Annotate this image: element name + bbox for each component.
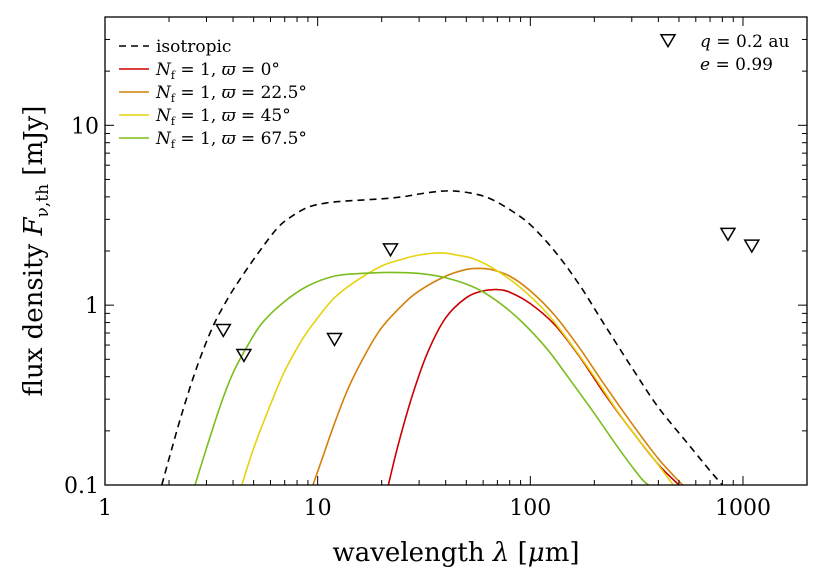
y-axis-label: flux density Fν,th [mJy] <box>19 106 53 397</box>
annotation-marker <box>659 34 677 49</box>
series-curves <box>161 190 723 485</box>
annotation-line-q: q = 0.2 au <box>700 32 790 52</box>
y-tick-label-1: 1 <box>85 294 99 319</box>
series-line-1 <box>387 288 680 485</box>
annotation-line-e: e = 0.99 <box>700 55 773 75</box>
series-line-2 <box>312 267 684 485</box>
upper-limit-marker-2 <box>326 332 343 347</box>
series-line-3 <box>241 252 674 485</box>
upper-limit-marker-1 <box>235 348 253 363</box>
upper-limit-markers <box>214 227 761 363</box>
upper-limit-marker-5 <box>743 239 761 254</box>
x-tick-label-0: 1 <box>98 496 112 521</box>
y-tick-label-0: 0.1 <box>64 474 99 499</box>
upper-limit-marker-0 <box>214 323 232 338</box>
x-tick-label-1: 10 <box>304 496 332 521</box>
series-line-0 <box>161 190 723 485</box>
legend-label-4: Nf = 1, ϖ = 67.5° <box>155 129 307 151</box>
legend-label-0: isotropic <box>156 37 231 57</box>
legend-label-1: Nf = 1, ϖ = 0° <box>155 60 280 82</box>
x-tick-label-2: 100 <box>509 496 551 521</box>
series-line-4 <box>194 271 650 485</box>
y-tick-label-2: 10 <box>71 114 99 139</box>
legend: isotropic Nf = 1, ϖ = 0°Nf = 1, ϖ = 22.5°… <box>119 37 307 151</box>
axis-ticks <box>104 16 808 486</box>
legend-label-2: Nf = 1, ϖ = 22.5° <box>155 83 307 105</box>
upper-limit-marker-4 <box>719 227 737 242</box>
legend-label-3: Nf = 1, ϖ = 45° <box>155 106 291 128</box>
x-tick-label-3: 1000 <box>715 496 771 521</box>
upper-limit-marker-3 <box>382 243 399 258</box>
annotation-box: q = 0.2 au e = 0.99 <box>659 32 790 75</box>
x-axis-label: wavelength λ [μm] <box>332 538 579 568</box>
